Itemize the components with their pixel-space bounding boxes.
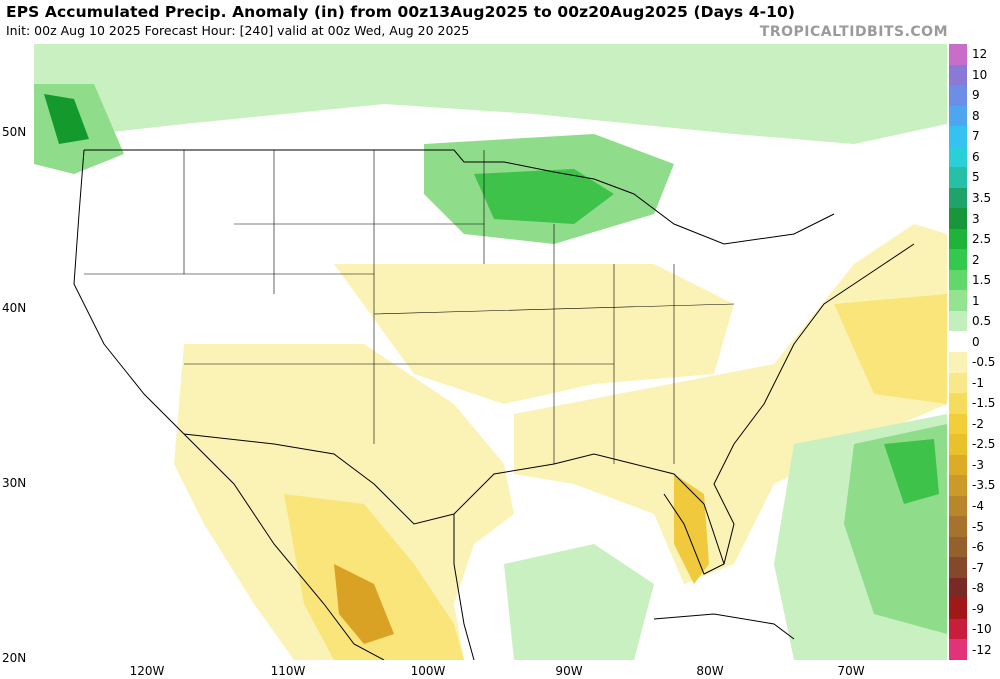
colorbar-label: -3.5 bbox=[972, 478, 996, 493]
colorbar-label: -7 bbox=[972, 560, 984, 575]
colorbar-label: 12 bbox=[972, 47, 988, 62]
colorbar-label: 2.5 bbox=[972, 232, 992, 247]
us-mexico-border bbox=[183, 433, 455, 525]
colorbar-cell bbox=[949, 208, 967, 230]
colorbar-label: -1 bbox=[972, 375, 984, 390]
lon-label-100w: 100W bbox=[410, 664, 446, 678]
colorbar-cell bbox=[949, 618, 967, 640]
colorbar-label: 0 bbox=[972, 334, 980, 349]
colorbar-cell bbox=[949, 85, 967, 107]
colorbar-label: 6 bbox=[972, 149, 980, 164]
lat-label-50n: 50N bbox=[2, 125, 27, 139]
lon-label-80w: 80W bbox=[696, 664, 724, 678]
colorbar-label: -4 bbox=[972, 499, 984, 513]
lat-label-30n: 30N bbox=[2, 476, 27, 490]
colorbar-label: 9 bbox=[972, 88, 980, 103]
colorbar-cell bbox=[949, 146, 967, 168]
colorbar-cell bbox=[949, 372, 967, 394]
us-canada-border bbox=[84, 149, 835, 245]
dry-area-atlantic bbox=[834, 294, 947, 404]
wet-area-pacific-nw-core bbox=[44, 94, 89, 144]
colorbar-label: 5 bbox=[972, 170, 980, 185]
wet-area-canada-north bbox=[34, 44, 947, 164]
colorbar-label: -9 bbox=[972, 601, 984, 616]
map-subtitle: Init: 00z Aug 10 2025 Forecast Hour: [24… bbox=[6, 23, 470, 38]
lon-label-70w: 70W bbox=[837, 664, 865, 678]
map-title: EPS Accumulated Precip. Anomaly (in) fro… bbox=[6, 3, 796, 21]
us-east-coast bbox=[713, 243, 915, 565]
colorbar-cell bbox=[949, 536, 967, 558]
wet-area-upper-midwest-core bbox=[474, 169, 614, 224]
colorbar-label: 0.5 bbox=[972, 314, 992, 329]
colorbar-cell bbox=[949, 249, 967, 271]
colorbar-cell bbox=[949, 434, 967, 456]
colorbar-cell bbox=[949, 290, 967, 312]
colorbar-cell bbox=[949, 577, 967, 599]
colorbar-label: 1.5 bbox=[972, 273, 992, 288]
colorbar-label: -12 bbox=[972, 642, 992, 657]
colorbar-cell bbox=[949, 44, 967, 66]
colorbar-label: -1.5 bbox=[972, 396, 996, 411]
colorbar-cell bbox=[949, 331, 967, 353]
colorbar-cell bbox=[949, 105, 967, 127]
colorbar-cell bbox=[949, 126, 967, 148]
colorbar-label: -2.5 bbox=[972, 437, 996, 452]
colorbar-cell bbox=[949, 557, 967, 579]
lon-label-90w: 90W bbox=[555, 664, 583, 678]
colorbar-label: -2 bbox=[972, 416, 984, 431]
colorbar-cell bbox=[949, 475, 967, 497]
map-canvas bbox=[34, 44, 947, 660]
colorbar-cell bbox=[949, 269, 967, 291]
colorbar-label: -5 bbox=[972, 519, 984, 534]
dry-area-mexico-core bbox=[334, 564, 394, 644]
colorbar-label: 10 bbox=[972, 67, 988, 82]
colorbar-label: -10 bbox=[972, 622, 992, 637]
colorbar-label: 2 bbox=[972, 252, 980, 267]
colorbar-label: -8 bbox=[972, 581, 984, 596]
colorbar-label: 1 bbox=[972, 293, 980, 308]
lon-label-120w: 120W bbox=[129, 664, 165, 678]
us-west-coast bbox=[73, 149, 185, 435]
colorbar-cell bbox=[949, 639, 967, 661]
colorbar-cell bbox=[949, 516, 967, 538]
colorbar-label: 3.5 bbox=[972, 191, 992, 205]
colorbar-cell bbox=[949, 495, 967, 517]
dry-area-mexico-deep bbox=[284, 494, 464, 660]
mexico-coast bbox=[183, 433, 385, 660]
dry-area-florida bbox=[674, 474, 709, 584]
colorbar-cell bbox=[949, 454, 967, 476]
colorbar-cell bbox=[949, 167, 967, 189]
colorbar-label: -3 bbox=[972, 457, 984, 472]
mexico-gulf-coast bbox=[453, 514, 475, 660]
anomaly-field bbox=[34, 44, 947, 660]
lon-label-110w: 110W bbox=[270, 664, 306, 678]
brand-watermark: TROPICALTIDBITS.COM bbox=[759, 24, 948, 40]
colorbar-cell bbox=[949, 352, 967, 374]
lat-label-40n: 40N bbox=[2, 301, 27, 315]
colorbar-cell bbox=[949, 393, 967, 415]
gulf-coast bbox=[453, 453, 725, 575]
colorbar-cell bbox=[949, 310, 967, 332]
colorbar-label: 8 bbox=[972, 108, 980, 123]
colorbar-label: 7 bbox=[972, 129, 980, 144]
lat-label-20n: 20N bbox=[2, 651, 27, 665]
wet-area-atlantic-strong bbox=[884, 439, 939, 504]
colorbar-label: -0.5 bbox=[972, 355, 996, 370]
colorbar-cell bbox=[949, 598, 967, 620]
colorbar-label: 3 bbox=[972, 211, 980, 226]
political-borders bbox=[73, 149, 915, 660]
precip-anomaly-map bbox=[34, 44, 947, 660]
colorbar-label: -6 bbox=[972, 540, 984, 555]
wet-area-gulf bbox=[504, 544, 654, 660]
colorbar-cell bbox=[949, 64, 967, 86]
colorbar bbox=[949, 44, 967, 661]
colorbar-cell bbox=[949, 228, 967, 250]
colorbar-cell bbox=[949, 413, 967, 435]
dry-area-central-plains bbox=[334, 264, 734, 404]
colorbar-cell bbox=[949, 187, 967, 209]
cuba bbox=[653, 613, 795, 640]
state-lines bbox=[84, 150, 735, 464]
